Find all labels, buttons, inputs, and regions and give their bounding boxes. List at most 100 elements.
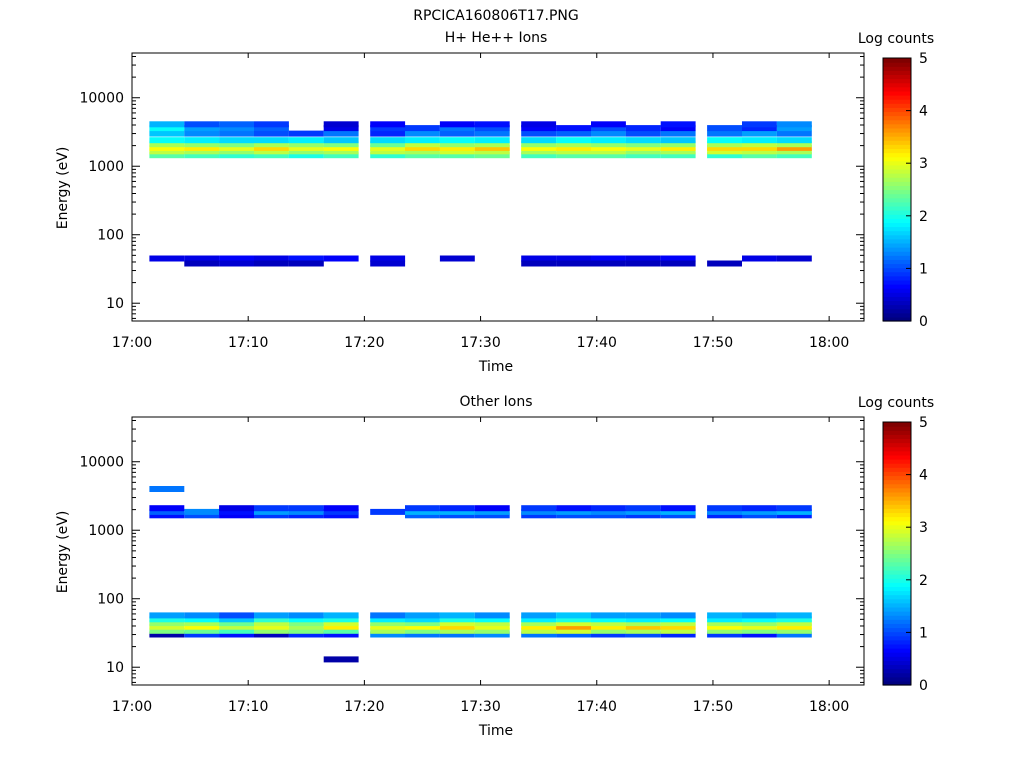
colorbar-segment [883,189,911,195]
heatmap-cell [254,616,289,623]
heatmap-cell [288,627,324,634]
heatmap-cell [149,627,185,634]
heatmap-cell [625,260,661,267]
heatmap-cell [660,612,696,619]
colorbar-segment [883,251,911,256]
heatmap-cell [591,121,626,128]
colorbar-segment [883,553,911,559]
heatmap-cell [219,612,254,619]
heatmap-cell [776,148,812,155]
colorbar-bottom: 0 1 2 3 4 5 [882,415,928,694]
panel-bottom-frame [131,416,865,686]
colorbar-segment [883,442,911,448]
heatmap-cell [405,508,440,515]
heatmap-cell [323,612,359,619]
heatmap-cell [405,616,440,623]
heatmap-cell [405,141,440,148]
heatmap-cell [591,152,626,159]
heatmap-cell [219,121,254,128]
heatmap-cell [707,141,742,148]
colorbar-segment [883,316,911,322]
x-tick-label: 17:20 [344,335,384,351]
heatmap-cell [591,616,626,623]
heatmap-cell [474,627,510,634]
heatmap-cell [521,130,557,137]
heatmap-cell [625,148,661,155]
colorbar-segment [883,606,911,612]
heatmap-cell [521,620,557,627]
heatmap-cell [254,141,289,148]
heatmap-cell [405,512,440,519]
heatmap-cell [439,144,475,151]
colorbar-segment [883,214,911,219]
heatmap-cell [625,141,661,148]
heatmap-cell [184,616,220,623]
heatmap-cell [254,144,289,151]
colorbar-segment [883,152,911,158]
heatmap-cell [742,505,777,512]
heatmap-cell [254,631,289,638]
heatmap-cell [323,148,359,155]
colorbar-segment [883,623,911,629]
panel-bottom-title: Other Ions [459,394,532,410]
colorbar-segment [883,426,911,431]
panel-bottom: Other Ions 17:00 17:10 17:20 17:30 17:40 17:5… [55,394,934,739]
heatmap-cell [474,144,510,151]
heatmap-cell [370,137,406,144]
heatmap-cell [707,627,742,634]
heatmap-cell [149,125,185,132]
heatmap-cell [521,508,557,515]
heatmap-cell [742,121,777,128]
heatmap-cell [254,505,289,512]
heatmap-cell [591,255,626,262]
heatmap-cell [556,141,591,148]
colorbar-segment [883,205,911,211]
colorbar-segment [883,487,911,493]
heatmap-cell [660,144,696,151]
heatmap-cell [149,512,185,519]
heatmap-cell [556,623,591,630]
heatmap-cell [439,612,475,619]
heatmap-cell [288,612,324,619]
heatmap-cell [323,255,359,262]
colorbar-segment [883,532,911,538]
heatmap-cell [219,255,254,262]
colorbar-segment [883,181,911,186]
colorbar-segment [883,107,911,113]
heatmap-cell [439,505,475,512]
heatmap-cell [184,141,220,148]
colorbar-segment [883,586,911,592]
colorbar-bottom-label: Log counts [858,395,934,411]
colorbar-segment [883,528,911,534]
heatmap-cell [660,125,696,132]
heatmap-cell [776,612,812,619]
figure-title: RPCICA160806T17.PNG [413,8,578,24]
y-tick-label: 100 [97,592,124,608]
heatmap-cell [323,121,359,128]
heatmap-cell [521,612,557,619]
x-tick-label: 18:00 [809,335,849,351]
colorbar-segment [883,103,911,108]
colorbar-segment [883,292,911,297]
heatmap-cell [184,148,220,155]
heatmap-cell [370,631,406,638]
heatmap-cell [521,623,557,630]
heatmap-cell [254,623,289,630]
panel-bottom-axes: 17:00 17:10 17:20 17:30 17:40 17:50 18:00 10 100… [79,417,864,715]
heatmap-cell [474,508,510,515]
colorbar-segment [883,284,911,289]
heatmap-cell [149,152,185,159]
heatmap-cell [219,130,254,137]
panel-top-axes: 17:00 17:10 17:20 17:30 17:40 17:50 18:00 10 100… [79,53,864,351]
heatmap-cell [184,612,220,619]
heatmap-cell [742,255,777,262]
colorbar-segment [883,173,911,178]
heatmap-cell [474,512,510,519]
heatmap-cell [254,148,289,155]
heatmap-cell [776,130,812,137]
heatmap-cell [521,152,557,159]
heatmap-cell [707,512,742,519]
heatmap-cell [707,148,742,155]
colorbar-segment [883,438,911,444]
heatmap-cell [219,144,254,151]
